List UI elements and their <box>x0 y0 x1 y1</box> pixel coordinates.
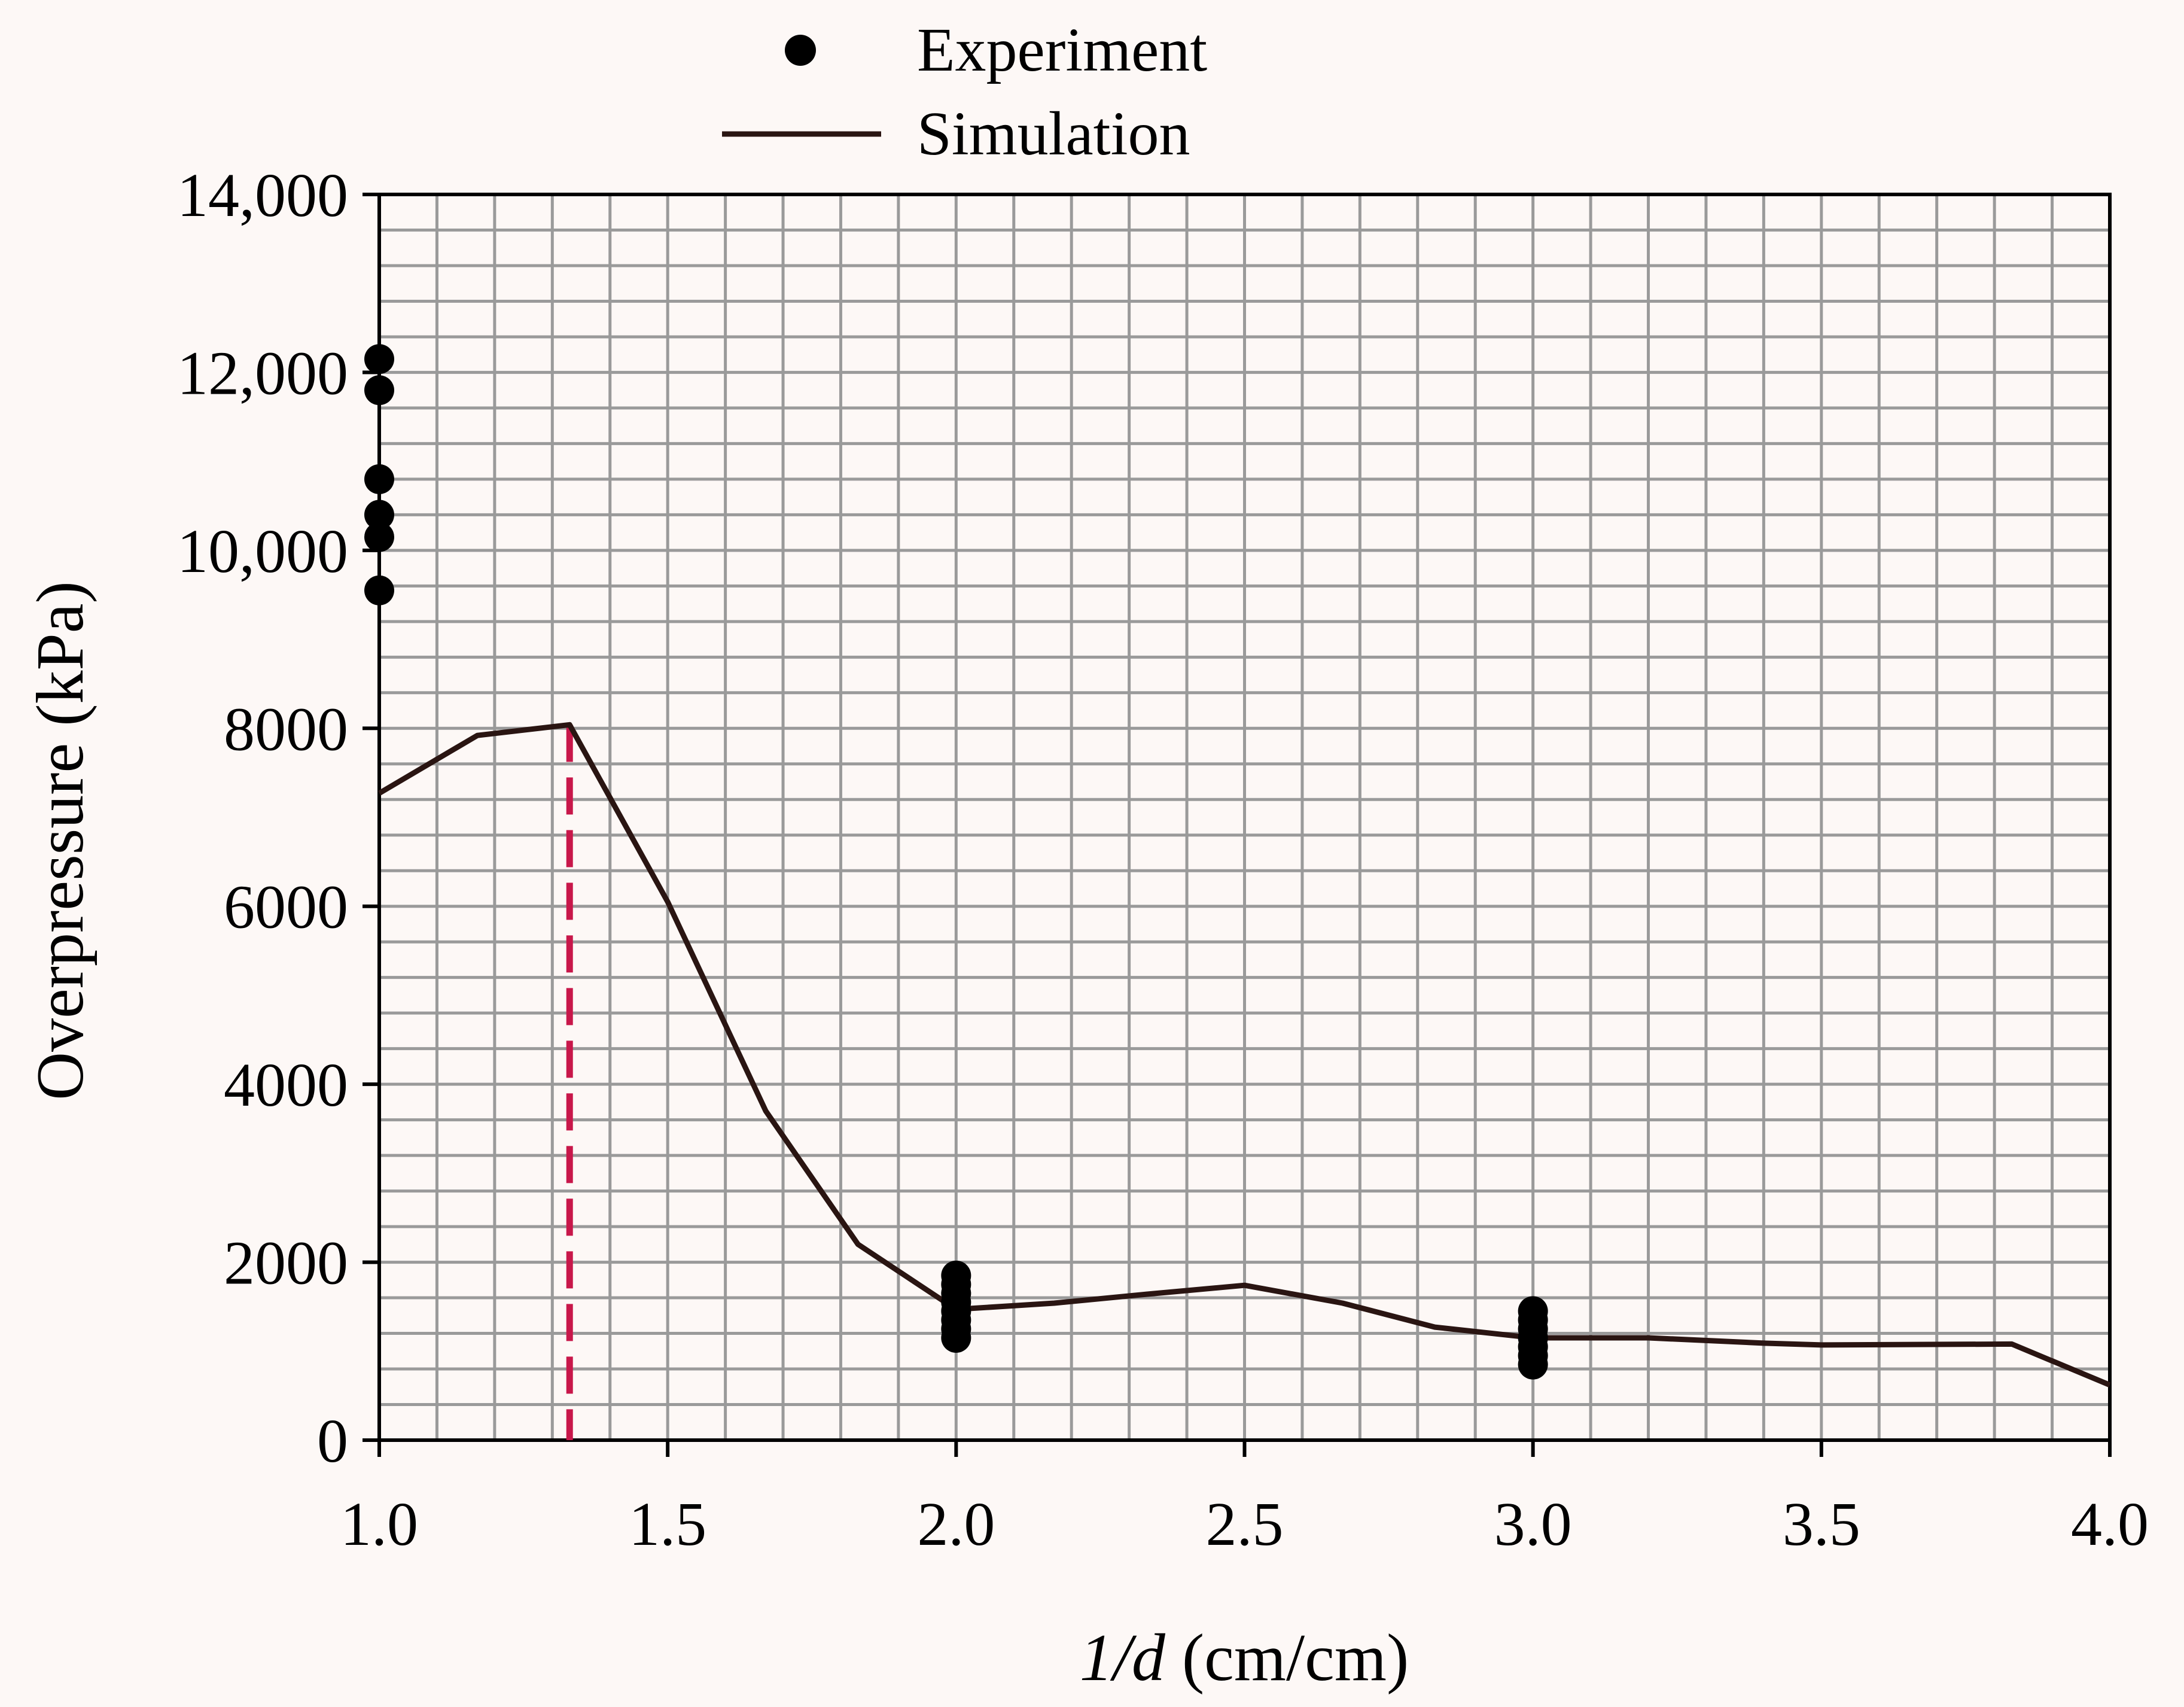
experiment-point <box>364 522 394 552</box>
x-tick-label: 3.5 <box>1783 1490 1860 1559</box>
y-axis-title: Overpressure (kPa) <box>23 581 98 1100</box>
legend-experiment-marker <box>785 35 816 66</box>
y-tick-label: 8000 <box>224 695 348 763</box>
y-tick-label: 12,000 <box>177 339 348 407</box>
y-tick-label: 2000 <box>224 1229 348 1298</box>
y-tick-label: 4000 <box>224 1051 348 1119</box>
legend-experiment-label: Experiment <box>917 16 1207 84</box>
x-tick-label: 1.0 <box>340 1490 418 1559</box>
x-tick-label: 3.0 <box>1494 1490 1572 1559</box>
legend: Experiment Simulation <box>722 16 1207 168</box>
simulation-line <box>377 722 2111 1387</box>
legend-simulation-label: Simulation <box>917 99 1190 168</box>
experiment-point <box>364 464 394 494</box>
experiment-point <box>364 344 394 375</box>
x-tick-label: 2.5 <box>1206 1490 1284 1559</box>
x-tick-label: 4.0 <box>2071 1490 2149 1559</box>
grid-layer <box>379 194 2110 1440</box>
y-tick-label: 10,000 <box>177 517 348 586</box>
label-layer: Overpressure (kPa) 1/d (cm/cm) <box>23 581 1409 1695</box>
series-layer <box>364 344 2111 1387</box>
experiment-point <box>364 375 394 406</box>
x-axis-title: 1/d (cm/cm) <box>1080 1621 1409 1695</box>
axes-layer: 0 2000 4000 6000 8000 10,000 12,000 14,000 1.0 1.… <box>177 161 2149 1559</box>
experiment-point <box>364 500 394 530</box>
x-axis-title-units: (cm/cm) <box>1182 1621 1409 1695</box>
experiment-point <box>941 1322 971 1353</box>
x-tick-label: 2.0 <box>917 1490 995 1559</box>
experiment-point <box>364 575 394 605</box>
y-tick-label: 6000 <box>224 873 348 942</box>
x-axis-title-symbol: 1/d <box>1080 1621 1166 1695</box>
experiment-point <box>1518 1349 1548 1380</box>
y-tick-label: 0 <box>317 1407 348 1475</box>
x-tick-label: 1.5 <box>629 1490 706 1559</box>
y-tick-label: 14,000 <box>177 161 348 230</box>
